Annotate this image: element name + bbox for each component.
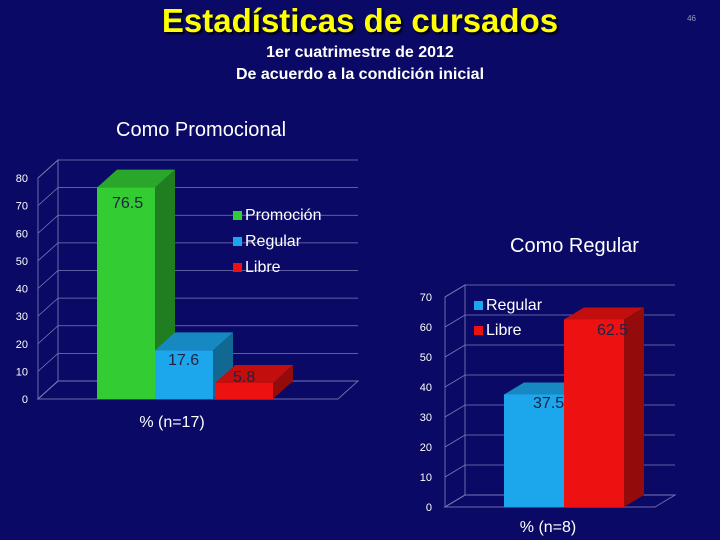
chart-2-legend-swatch-libre bbox=[474, 326, 483, 335]
chart-2-y-tick-label: 50 bbox=[420, 352, 432, 364]
chart-2-side-wall bbox=[444, 284, 466, 508]
chart-1-y-tick-label: 40 bbox=[16, 284, 28, 296]
chart-1-bar-libre bbox=[215, 382, 273, 399]
chart-2-y-tick-label: 40 bbox=[420, 382, 432, 394]
chart-1-bar-regular-top bbox=[155, 332, 233, 351]
chart-1-legend-swatch-libre bbox=[233, 263, 242, 272]
chart-2-legend-swatch-regular bbox=[474, 301, 483, 310]
subtitle-line-2: De acuerdo a la condición inicial bbox=[235, 66, 485, 83]
subtitle-line-1: 1er cuatrimestre de 2012 bbox=[266, 44, 454, 61]
chart-1-title: Como Promocional bbox=[116, 119, 287, 141]
chart-1-y-tick-label: 60 bbox=[16, 228, 28, 240]
chart-2-bar-libre-side bbox=[624, 307, 644, 507]
chart-1-bar-regular bbox=[155, 350, 213, 399]
chart-2-y-tick-label: 10 bbox=[420, 472, 432, 484]
chart-2-legend-label-regular: Regular bbox=[486, 297, 543, 314]
chart-1-x-axis-label: % (n=17) bbox=[139, 414, 204, 431]
chart-1-y-tick-label: 0 bbox=[22, 394, 28, 406]
chart-1-legend-label-promoción: Promoción bbox=[245, 207, 321, 224]
chart-1-data-label-promoción: 76.5 bbox=[112, 195, 143, 212]
chart-1-y-tick-label: 20 bbox=[16, 339, 28, 351]
chart-1-gridline bbox=[37, 325, 358, 345]
chart-2-bar-regular bbox=[504, 394, 564, 507]
chart-1-data-label-libre: 5.8 bbox=[233, 369, 255, 386]
chart-2-y-tick-label: 20 bbox=[420, 442, 432, 454]
chart-1-legend-label-libre: Libre bbox=[245, 259, 281, 276]
chart-1-gridline bbox=[37, 352, 358, 372]
chart-2-y-tick-label: 0 bbox=[426, 502, 432, 514]
chart-1-gridline bbox=[37, 297, 358, 317]
chart-1-bar-promoción bbox=[97, 187, 155, 399]
chart-2-x-axis-label: % (n=8) bbox=[520, 519, 576, 536]
slide-title: Estadísticas de cursados bbox=[161, 2, 559, 39]
chart-1-gridline bbox=[37, 270, 358, 289]
chart-1-y-tick-label: 30 bbox=[16, 311, 28, 323]
chart-2-bar-libre bbox=[564, 319, 624, 507]
chart-1-gridline bbox=[37, 159, 358, 179]
chart-1-gridline bbox=[37, 214, 358, 234]
chart-2-data-label-libre: 62.5 bbox=[597, 322, 628, 339]
chart-1-legend-swatch-promoción bbox=[233, 211, 242, 220]
chart-2-bar-libre-top bbox=[564, 307, 644, 320]
chart-2-y-tick-label: 60 bbox=[420, 322, 432, 334]
chart-1-legend-swatch-regular bbox=[233, 237, 242, 246]
slide-number: 46 bbox=[687, 14, 696, 23]
chart-2-data-label-regular: 37.5 bbox=[533, 395, 564, 412]
chart-1-y-tick-label: 10 bbox=[16, 366, 28, 378]
chart-1-bar-libre-side bbox=[273, 364, 293, 399]
chart-1-y-tick-label: 50 bbox=[16, 256, 28, 268]
chart-1-y-tick-label: 80 bbox=[16, 173, 28, 185]
chart-1-data-label-regular: 17.6 bbox=[168, 352, 199, 369]
chart-2-legend-label-libre: Libre bbox=[486, 322, 522, 339]
chart-1-y-tick-label: 70 bbox=[16, 201, 28, 213]
chart-1-legend-label-regular: Regular bbox=[245, 233, 302, 250]
chart-2-y-tick-label: 30 bbox=[420, 412, 432, 424]
chart-1-gridline bbox=[37, 187, 358, 206]
chart-1-bar-libre-top bbox=[215, 364, 293, 383]
chart-1-bar-promoción-top bbox=[97, 169, 175, 188]
chart-2-y-tick-label: 70 bbox=[420, 292, 432, 304]
chart-2-gridline bbox=[444, 284, 675, 298]
chart-2-title: Como Regular bbox=[510, 235, 639, 257]
chart-1-gridline bbox=[37, 242, 358, 262]
